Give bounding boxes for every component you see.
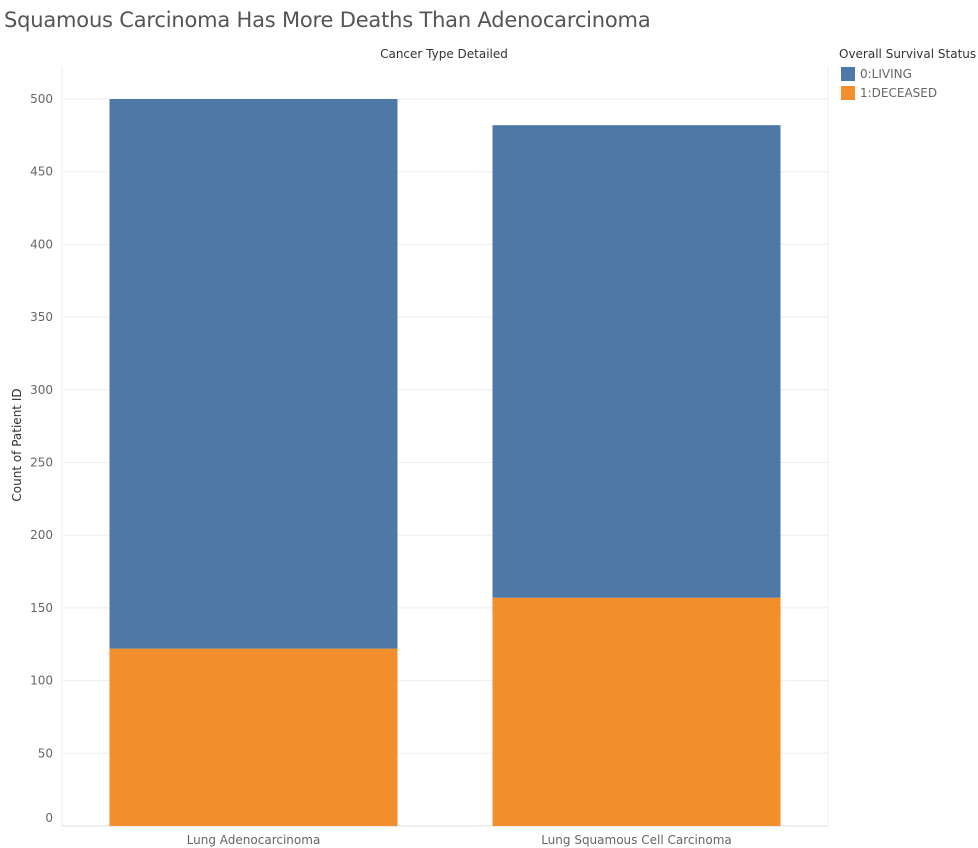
legend-swatch-living — [841, 66, 855, 81]
y-tick-label-350: 350 — [30, 310, 53, 324]
bar-lung-adenocarcinoma-1-deceased[interactable] — [109, 648, 398, 826]
legend-title: Overall Survival Status — [839, 47, 977, 61]
legend-swatch-deceased — [841, 85, 855, 100]
legend-item-living[interactable]: 0:LIVING — [839, 64, 976, 83]
bar-lung-squamous-cell-carcinoma-0-living[interactable] — [492, 125, 781, 598]
y-tick-label-0: 0 — [45, 811, 53, 825]
y-tick-label-450: 450 — [30, 165, 53, 179]
y-tick-label-500: 500 — [30, 92, 53, 106]
y-axis-ticks: 0 50 100 150 200 250 300 350 400 450 500 — [30, 92, 53, 825]
y-axis-title: Count of Patient ID — [10, 388, 24, 501]
bar-lung-squamous-cell-carcinoma-1-deceased[interactable] — [492, 597, 781, 826]
x-tick-label-0: Lung Adenocarcinoma — [187, 833, 321, 847]
x-axis-ticks: Lung Adenocarcinoma Lung Squamous Cell Ca… — [187, 833, 732, 847]
y-tick-label-100: 100 — [30, 674, 53, 688]
bars — [109, 99, 781, 826]
column-header: Cancer Type Detailed — [380, 47, 508, 61]
y-tick-label-50: 50 — [38, 746, 53, 760]
legend-label-living: 0:LIVING — [860, 66, 912, 81]
y-tick-label-250: 250 — [30, 456, 53, 470]
bar-lung-adenocarcinoma-0-living[interactable] — [109, 99, 398, 649]
x-tick-label-1: Lung Squamous Cell Carcinoma — [541, 833, 732, 847]
chart-title: Squamous Carcinoma Has More Deaths Than … — [4, 8, 651, 32]
legend-label-deceased: 1:DECEASED — [860, 85, 938, 100]
y-tick-label-400: 400 — [30, 237, 53, 251]
y-tick-label-300: 300 — [30, 383, 53, 397]
legend-item-deceased[interactable]: 1:DECEASED — [839, 83, 976, 102]
y-tick-label-150: 150 — [30, 601, 53, 615]
legend: Overall Survival Status 0:LIVING 1:DECEA… — [839, 47, 976, 102]
y-tick-label-200: 200 — [30, 528, 53, 542]
